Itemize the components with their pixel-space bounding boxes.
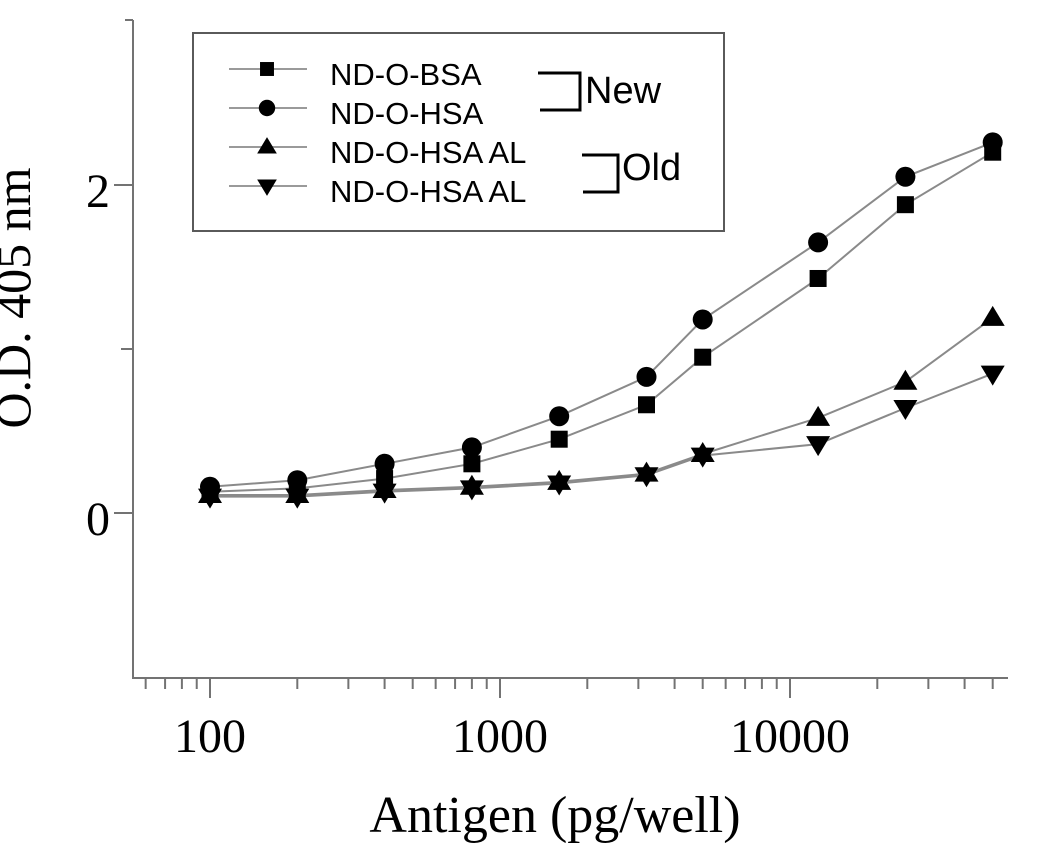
y-axis-title: O.D. 405 nm xyxy=(0,167,41,428)
legend: ND-O-BSA ND-O-HSA ND-O-HSA AL ND-O-HSA A… xyxy=(192,32,725,232)
legend-label-nd-o-hsa-al-1: ND-O-HSA AL xyxy=(330,135,526,170)
circle-marker xyxy=(258,99,276,117)
triangle-down-marker xyxy=(893,400,918,421)
triangle-up-marker xyxy=(806,405,831,426)
series-line-square xyxy=(209,151,994,493)
square-marker xyxy=(809,269,827,287)
legend-row-nd-o-hsa-al-1: ND-O-HSA AL xyxy=(229,135,526,170)
legend-box xyxy=(192,32,725,232)
triangle-down-marker xyxy=(806,436,831,457)
series-line-triangle-down xyxy=(210,372,994,498)
square-marker xyxy=(896,196,914,214)
triangle-down-marker xyxy=(257,179,277,196)
square-marker xyxy=(694,348,712,366)
circle-marker xyxy=(461,437,482,458)
circle-marker xyxy=(549,406,570,427)
square-marker xyxy=(463,455,481,473)
triangle-down-marker xyxy=(459,480,484,501)
legend-label-nd-o-hsa-al-2: ND-O-HSA AL xyxy=(330,174,526,209)
square-marker xyxy=(260,62,274,76)
series-markers-triangle-down xyxy=(198,365,1005,509)
legend-row-nd-o-bsa: ND-O-BSA xyxy=(229,57,482,92)
triangle-down-marker xyxy=(198,488,222,509)
new-group-label: New xyxy=(585,70,662,112)
new-group-bracket xyxy=(538,71,582,112)
series-line-triangle-up xyxy=(210,316,994,496)
legend-label-nd-o-bsa: ND-O-BSA xyxy=(330,57,482,92)
triangle-down-marker xyxy=(980,365,1005,386)
x-tick-label-10000: 10000 xyxy=(730,710,850,763)
data-series xyxy=(198,132,1005,509)
square-marker xyxy=(550,430,568,448)
circle-marker xyxy=(895,166,916,187)
triangle-up-marker xyxy=(893,369,918,390)
triangle-up-marker xyxy=(980,305,1005,326)
series-line-circle xyxy=(209,141,994,488)
old-group-label: Old xyxy=(622,147,681,189)
triangle-down-marker xyxy=(690,447,715,468)
y-tick-label-2: 2 xyxy=(86,165,110,218)
legend-label-nd-o-hsa: ND-O-HSA xyxy=(330,96,484,131)
circle-marker xyxy=(287,470,308,491)
circle-marker xyxy=(808,232,829,253)
x-tick-label-100: 100 xyxy=(174,710,246,763)
old-group-bracket xyxy=(582,153,620,194)
circle-marker xyxy=(374,453,395,474)
triangle-down-marker xyxy=(285,488,310,509)
square-marker xyxy=(637,396,655,414)
triangle-down-marker xyxy=(372,483,397,504)
circle-marker xyxy=(636,366,657,387)
y-tick-label-0: 0 xyxy=(86,493,110,546)
triangle-down-marker xyxy=(634,467,659,488)
circle-marker xyxy=(982,132,1003,153)
triangle-down-marker xyxy=(547,475,572,496)
x-tick-label-1000: 1000 xyxy=(452,710,548,763)
legend-row-nd-o-hsa: ND-O-HSA xyxy=(229,96,484,131)
axes xyxy=(114,19,1008,698)
triangle-up-marker xyxy=(257,137,277,154)
x-axis-title: Antigen (pg/well) xyxy=(369,787,740,843)
circle-marker xyxy=(692,309,713,330)
legend-row-nd-o-hsa-al-2: ND-O-HSA AL xyxy=(229,174,526,209)
series-markers-circle xyxy=(200,132,1003,497)
